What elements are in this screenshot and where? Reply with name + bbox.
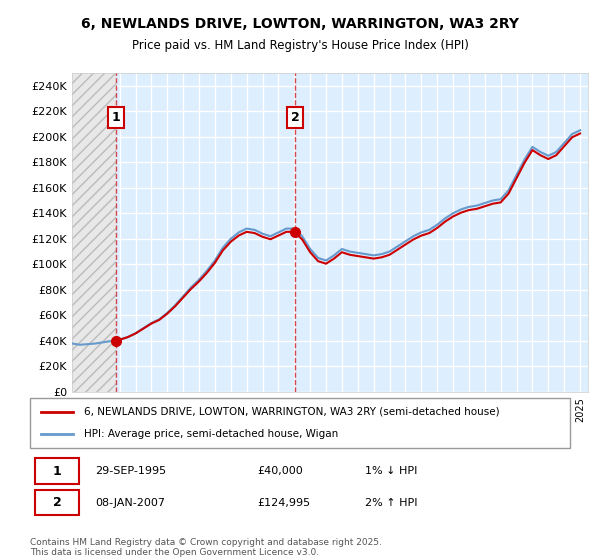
Text: 08-JAN-2007: 08-JAN-2007: [95, 498, 165, 508]
Text: 6, NEWLANDS DRIVE, LOWTON, WARRINGTON, WA3 2RY: 6, NEWLANDS DRIVE, LOWTON, WARRINGTON, W…: [81, 17, 519, 31]
Text: 2: 2: [290, 111, 299, 124]
Text: 1% ↓ HPI: 1% ↓ HPI: [365, 466, 417, 476]
Text: 1: 1: [111, 111, 120, 124]
Text: £124,995: £124,995: [257, 498, 310, 508]
Text: Contains HM Land Registry data © Crown copyright and database right 2025.
This d: Contains HM Land Registry data © Crown c…: [30, 538, 382, 557]
Text: 1: 1: [53, 465, 61, 478]
Text: £40,000: £40,000: [257, 466, 302, 476]
Text: Price paid vs. HM Land Registry's House Price Index (HPI): Price paid vs. HM Land Registry's House …: [131, 39, 469, 52]
Text: HPI: Average price, semi-detached house, Wigan: HPI: Average price, semi-detached house,…: [84, 429, 338, 439]
Text: 29-SEP-1995: 29-SEP-1995: [95, 466, 166, 476]
Bar: [72, 73, 116, 392]
FancyBboxPatch shape: [30, 398, 570, 448]
FancyBboxPatch shape: [35, 458, 79, 484]
Text: 2% ↑ HPI: 2% ↑ HPI: [365, 498, 418, 508]
Text: 6, NEWLANDS DRIVE, LOWTON, WARRINGTON, WA3 2RY (semi-detached house): 6, NEWLANDS DRIVE, LOWTON, WARRINGTON, W…: [84, 407, 500, 417]
FancyBboxPatch shape: [35, 490, 79, 515]
Text: 2: 2: [53, 496, 61, 509]
